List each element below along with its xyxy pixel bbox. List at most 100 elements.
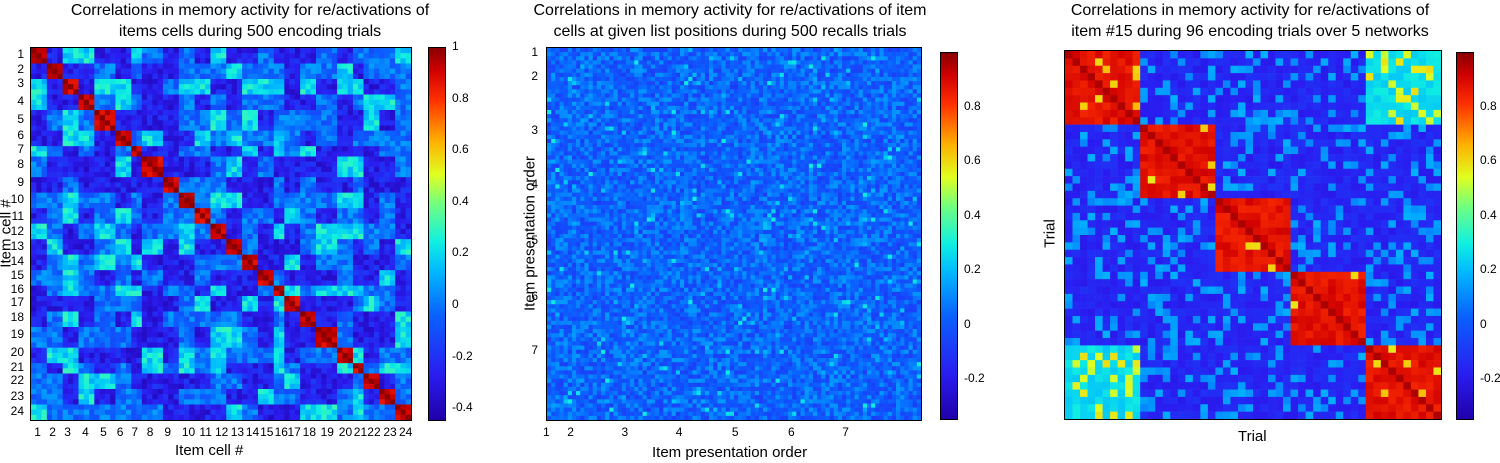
heatmap-cell	[126, 270, 132, 276]
heatmap-cell	[384, 161, 391, 168]
heatmap-cell	[115, 352, 122, 359]
heatmap-cell	[305, 135, 312, 142]
heatmap-cell	[147, 177, 153, 183]
heatmap-cell	[268, 306, 275, 312]
heatmap-cell	[83, 394, 90, 400]
heatmap-cell	[263, 99, 269, 106]
heatmap-cell	[279, 285, 285, 292]
heatmap-cell	[41, 172, 48, 178]
heatmap-cell	[389, 161, 396, 168]
heatmap-cell	[289, 358, 296, 364]
heatmap-cell	[52, 213, 58, 219]
heatmap-cell	[368, 110, 375, 116]
heatmap-cell	[231, 321, 238, 328]
heatmap-cell	[136, 48, 143, 54]
heatmap-cell	[178, 104, 185, 111]
heatmap-cell	[126, 337, 132, 343]
heatmap-cell	[110, 79, 116, 85]
heatmap-cell	[99, 203, 106, 209]
heatmap-cell	[184, 316, 190, 323]
heatmap-cell	[205, 249, 211, 255]
heatmap-cell	[104, 290, 111, 297]
heatmap-cell	[257, 285, 264, 292]
heatmap-cell	[78, 399, 85, 405]
heatmap-cell	[141, 404, 148, 410]
heatmap-cell	[115, 290, 122, 297]
heatmap-cell	[205, 394, 211, 400]
heatmap-cell	[352, 234, 359, 240]
heatmap-cell	[41, 48, 48, 54]
heatmap-cell	[31, 84, 37, 90]
heatmap-cell	[94, 378, 100, 385]
heatmap-cell	[215, 327, 222, 333]
heatmap-cell	[321, 58, 327, 64]
heatmap-cell	[136, 244, 143, 250]
heatmap-cell	[104, 327, 111, 333]
heatmap-cell	[236, 141, 243, 147]
heatmap-cell	[231, 79, 238, 85]
heatmap-cell	[120, 79, 127, 85]
heatmap-cell	[178, 342, 185, 348]
heatmap-cell	[268, 316, 275, 323]
heatmap-cell	[300, 249, 306, 255]
heatmap-cell	[405, 244, 411, 250]
heatmap-cell	[89, 254, 95, 261]
heatmap-cell	[67, 316, 74, 323]
heatmap-cell	[358, 316, 364, 323]
heatmap-cell	[162, 358, 169, 364]
heatmap-cell	[316, 151, 322, 157]
heatmap-cell	[374, 254, 380, 261]
heatmap-cell	[73, 404, 79, 410]
heatmap-cell	[284, 337, 290, 343]
heatmap-cell	[405, 275, 411, 281]
heatmap-cell	[257, 306, 264, 312]
heatmap-cell	[358, 151, 364, 157]
heatmap-cell	[126, 363, 132, 369]
heatmap-cell	[279, 383, 285, 390]
heatmap-cell	[115, 311, 122, 317]
heatmap-cell	[199, 301, 206, 307]
heatmap-cell	[52, 115, 58, 121]
heatmap-cell	[352, 285, 359, 292]
heatmap-cell	[73, 130, 79, 137]
heatmap-cell	[210, 89, 217, 95]
heatmap-cell	[162, 259, 169, 266]
heatmap-cell	[215, 383, 222, 390]
heatmap-cell	[294, 84, 301, 90]
heatmap-cell	[337, 172, 343, 178]
heatmap-cell	[310, 110, 317, 116]
heatmap-cell	[205, 89, 211, 95]
heatmap-cell	[337, 192, 343, 199]
heatmap-cell	[337, 84, 343, 90]
heatmap-cell	[268, 197, 275, 204]
heatmap-cell	[136, 120, 143, 126]
heatmap-cell	[83, 125, 90, 131]
heatmap-cell	[242, 296, 248, 302]
heatmap-cell	[236, 228, 243, 235]
heatmap-cell	[162, 311, 169, 317]
heatmap-cell	[279, 389, 285, 395]
heatmap-cell	[384, 68, 391, 75]
heatmap-cell	[247, 358, 253, 364]
heatmap-cell	[268, 368, 275, 374]
heatmap-cell	[194, 306, 201, 312]
heatmap-cell	[363, 239, 370, 245]
heatmap-cell	[358, 146, 364, 152]
heatmap-cell	[236, 234, 243, 240]
heatmap-cell	[62, 73, 69, 80]
heatmap-cell	[178, 399, 185, 405]
heatmap-cell	[31, 296, 37, 302]
heatmap-cell	[157, 73, 164, 80]
heatmap-cell	[363, 99, 370, 106]
heatmap-cell	[147, 156, 153, 162]
heatmap-cell	[289, 84, 296, 90]
heatmap-cell	[310, 234, 317, 240]
heatmap-cell	[141, 48, 148, 54]
heatmap-cell	[62, 197, 69, 204]
heatmap-cell	[178, 378, 185, 385]
heatmap-cell	[162, 306, 169, 312]
heatmap-cell	[168, 306, 174, 312]
heatmap-cell	[120, 182, 127, 188]
heatmap-cell	[300, 358, 306, 364]
heatmap-cell	[57, 99, 63, 106]
